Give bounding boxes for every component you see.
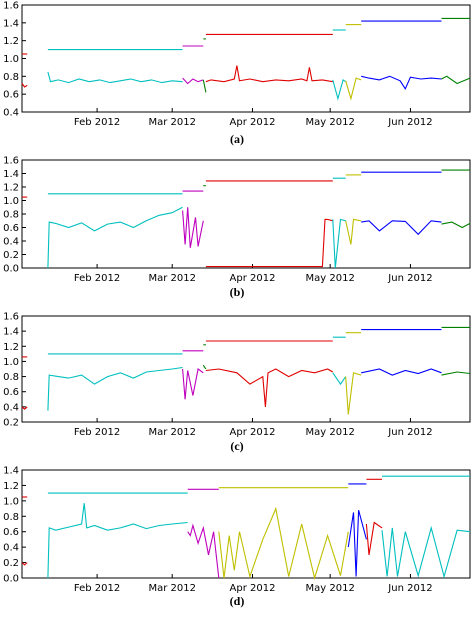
- y-tick-label: 0.0: [3, 264, 19, 275]
- y-tick-label: 1.0: [3, 196, 19, 207]
- x-tick-label: Mar 2012: [148, 117, 196, 128]
- series-line: [202, 79, 207, 93]
- series-line: [332, 79, 347, 101]
- series-line: [365, 521, 383, 555]
- x-tick-label: May 2012: [306, 117, 355, 128]
- y-tick-label: 0.8: [3, 512, 19, 523]
- y-tick-label: 0.4: [3, 237, 19, 248]
- series-line: [205, 368, 334, 407]
- y-tick-label: 1.0: [3, 54, 19, 65]
- plot-frame: [21, 315, 471, 423]
- series-line: [441, 75, 471, 85]
- series-line: [345, 372, 362, 415]
- y-tick-label: 1.2: [3, 342, 19, 353]
- series-line: [218, 506, 349, 581]
- y-tick-label: 0.2: [3, 558, 19, 569]
- series-line: [332, 218, 346, 269]
- series-line: [361, 220, 442, 236]
- y-tick-label: 0.6: [3, 90, 19, 101]
- y-tick-label: 0.4: [3, 108, 19, 119]
- y-tick-label: 0.2: [3, 250, 19, 261]
- y-tick-label: 0.6: [3, 223, 19, 234]
- series-line: [205, 218, 333, 268]
- caption: (a): [230, 132, 244, 146]
- series-line: [361, 368, 442, 376]
- y-tick-label: 0.6: [3, 527, 19, 538]
- x-tick-label: Feb 2012: [74, 273, 120, 284]
- y-tick-label: 1.6: [3, 156, 19, 167]
- y-tick-label: 0.8: [3, 210, 19, 221]
- x-tick-label: Feb 2012: [74, 583, 120, 594]
- series-line: [205, 65, 333, 83]
- y-tick-label: 0.2: [3, 418, 19, 429]
- x-tick-label: May 2012: [306, 583, 355, 594]
- series-line: [47, 206, 183, 269]
- x-tick-label: Apr 2012: [230, 583, 276, 594]
- y-tick-label: 1.0: [3, 357, 19, 368]
- y-tick-label: 1.6: [3, 312, 19, 323]
- x-tick-label: Apr 2012: [230, 427, 276, 438]
- series-line: [441, 221, 471, 229]
- y-tick-label: 1.0: [3, 496, 19, 507]
- y-tick-label: 1.6: [3, 1, 19, 12]
- x-tick-label: Apr 2012: [230, 273, 276, 284]
- x-tick-label: Jun 2012: [387, 117, 432, 128]
- y-tick-label: 1.4: [3, 18, 19, 29]
- y-tick-label: 1.2: [3, 183, 19, 194]
- series-line: [21, 83, 28, 88]
- series-line: [361, 75, 442, 90]
- plot-frame: [21, 159, 471, 269]
- y-tick-label: 1.4: [3, 327, 19, 338]
- y-tick-label: 0.8: [3, 72, 19, 83]
- plot-frame: [21, 4, 471, 113]
- y-tick-label: 0.8: [3, 372, 19, 383]
- x-tick-label: Mar 2012: [148, 427, 196, 438]
- series-line: [345, 77, 362, 101]
- series-line: [21, 406, 28, 410]
- caption: (d): [230, 594, 245, 608]
- y-tick-label: 1.4: [3, 466, 19, 477]
- series-line: [202, 364, 207, 370]
- x-tick-label: Apr 2012: [230, 117, 276, 128]
- series-line: [47, 366, 183, 411]
- y-tick-label: 0.4: [3, 543, 19, 554]
- x-tick-label: Mar 2012: [148, 273, 196, 284]
- y-tick-label: 0.6: [3, 387, 19, 398]
- y-tick-label: 0.4: [3, 402, 19, 413]
- x-tick-label: Jun 2012: [387, 273, 432, 284]
- series-line: [381, 525, 471, 579]
- x-tick-label: May 2012: [306, 273, 355, 284]
- y-tick-label: 0.0: [3, 574, 19, 585]
- series-line: [182, 368, 204, 400]
- y-tick-label: 1.4: [3, 169, 19, 180]
- x-tick-label: Feb 2012: [74, 427, 120, 438]
- y-tick-label: 1.2: [3, 481, 19, 492]
- y-tick-label: 1.2: [3, 36, 19, 47]
- caption: (b): [230, 285, 245, 299]
- series-line: [21, 562, 28, 566]
- x-tick-label: Feb 2012: [74, 117, 120, 128]
- series-line: [332, 372, 347, 386]
- x-tick-label: Jun 2012: [387, 583, 432, 594]
- x-tick-label: Mar 2012: [148, 583, 196, 594]
- x-tick-label: May 2012: [306, 427, 355, 438]
- x-tick-label: Jun 2012: [387, 427, 432, 438]
- series-line: [441, 371, 471, 376]
- series-line: [182, 207, 204, 248]
- series-line: [182, 77, 204, 85]
- series-line: [47, 71, 183, 84]
- series-line: [345, 218, 362, 245]
- caption: (c): [230, 439, 243, 453]
- series-line: [347, 509, 367, 577]
- series-line: [187, 523, 220, 579]
- series-line: [47, 503, 188, 579]
